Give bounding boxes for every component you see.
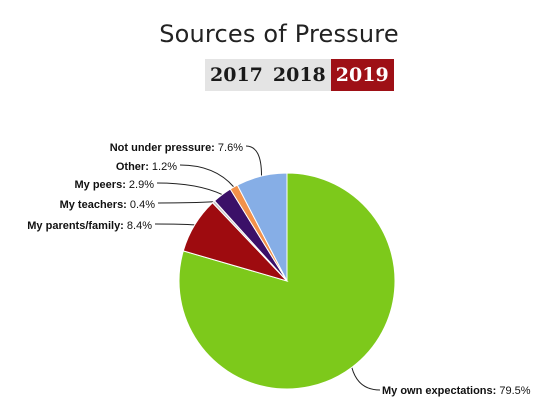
year-tab-2019[interactable]: 2019 xyxy=(330,59,394,91)
pie-slice-not-under-pressure[interactable] xyxy=(236,172,288,282)
leader-line-not-under-pressure xyxy=(245,145,263,177)
chart-title: Sources of Pressure xyxy=(159,20,399,48)
slice-label-value: 79.5% xyxy=(496,385,530,397)
slice-label-my-parents-family: My parents/family: 8.4% xyxy=(27,220,152,232)
slice-label-category: My teachers: xyxy=(60,199,127,211)
slice-label-category: My parents/family: xyxy=(27,220,124,232)
pie-slices xyxy=(178,172,396,390)
slice-label-not-under-pressure: Not under pressure: 7.6% xyxy=(110,142,243,154)
slice-label-category: Other: xyxy=(116,161,149,173)
slice-label-my-teachers: My teachers: 0.4% xyxy=(60,199,156,211)
slice-label-my-own-expectations: My own expectations: 79.5% xyxy=(382,385,531,397)
leader-line-my-peers xyxy=(156,182,223,196)
slice-labels: My own expectations: 79.5% My parents/fam… xyxy=(27,142,530,397)
leader-line-my-own-expectations xyxy=(351,367,381,391)
year-tab-2017[interactable]: 2017 xyxy=(205,59,268,91)
slice-label-category: Not under pressure: xyxy=(110,142,215,154)
leader-line-my-parents-family xyxy=(154,223,195,226)
slice-label-other: Other: 1.2% xyxy=(116,161,177,173)
slice-label-value: 1.2% xyxy=(149,161,177,173)
slice-label-value: 2.9% xyxy=(126,179,154,191)
slice-label-value: 8.4% xyxy=(124,220,152,232)
slice-label-category: My peers: xyxy=(75,179,126,191)
slice-label-category: My own expectations: xyxy=(382,385,496,397)
leader-line-other xyxy=(179,164,235,188)
leader-line-my-teachers xyxy=(157,201,214,204)
slice-label-value: 0.4% xyxy=(127,199,155,211)
year-tabs: 2017 2018 2019 xyxy=(205,59,394,91)
slice-label-my-peers: My peers: 2.9% xyxy=(75,179,155,191)
slice-label-value: 7.6% xyxy=(215,142,243,154)
year-tab-2018[interactable]: 2018 xyxy=(267,59,331,91)
leader-lines xyxy=(154,145,381,391)
